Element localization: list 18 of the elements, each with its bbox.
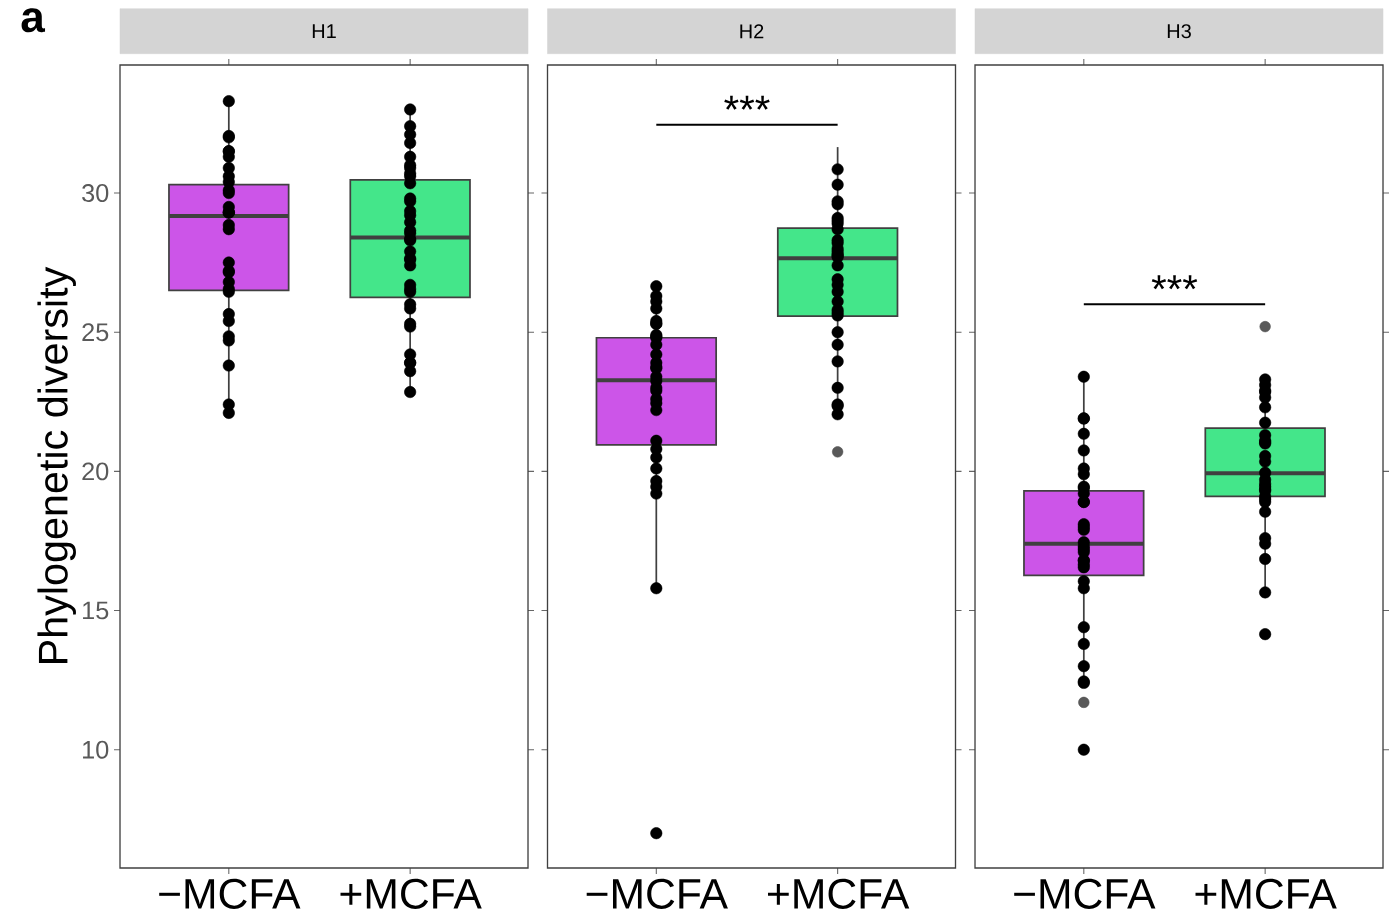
- y-tick-label: 20: [82, 462, 109, 481]
- y-tick-label: 30: [82, 184, 109, 202]
- annotation: ***: [724, 95, 770, 110]
- x-tick-label: −MCFA: [1014, 878, 1156, 909]
- y-tick-label: 10: [83, 740, 109, 759]
- text: a: [21, 8, 46, 33]
- x-tick-label: +MCFA: [1195, 878, 1337, 909]
- x-tick-label: +MCFA: [768, 878, 910, 909]
- y-tick-label: 15: [83, 601, 109, 620]
- x-tick-label: −MCFA: [159, 878, 301, 909]
- y-axis-title: Phylogenetic diversity: [37, 266, 76, 663]
- x-tick-label: +MCFA: [340, 878, 482, 909]
- y-tick-label: 25: [82, 323, 109, 342]
- chart-title: H3: [1167, 24, 1191, 39]
- x-tick-label: −MCFA: [586, 878, 728, 909]
- chart-title: H2: [740, 24, 764, 39]
- annotation: ***: [1151, 275, 1198, 290]
- chart-title: H1: [312, 24, 336, 39]
